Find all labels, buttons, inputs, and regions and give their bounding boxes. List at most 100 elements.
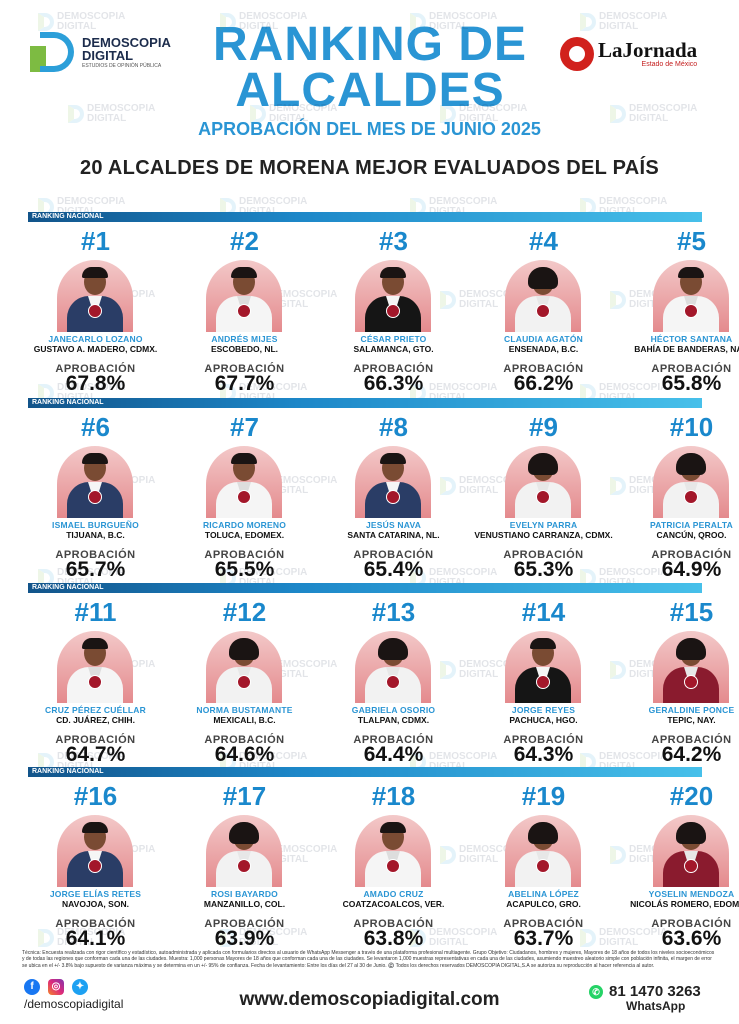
- morena-badge-icon: [536, 490, 550, 504]
- mayor-photo: [505, 260, 581, 332]
- approval-label: APROBACIÓN: [651, 918, 732, 930]
- approval-label: APROBACIÓN: [651, 363, 732, 375]
- social-handle[interactable]: /demoscopiadigital: [24, 997, 124, 1011]
- mayor-photo: [206, 631, 282, 703]
- mayor-card: #3 CÉSAR PRIETO SALAMANCA, GTO. APROBACIÓN 6…: [326, 222, 461, 407]
- ranking-bar: [28, 767, 702, 777]
- facebook-icon[interactable]: f: [24, 979, 40, 995]
- rank-number: #10: [669, 412, 714, 442]
- approval-label: APROBACIÓN: [55, 549, 136, 561]
- page-title: RANKING DE ALCALDES: [180, 18, 560, 117]
- headline: 20 ALCALDES DE MORENA MEJOR EVALUADOS DE…: [79, 157, 660, 179]
- morena-badge-icon: [536, 675, 550, 689]
- ranking-label: RANKING NACIONAL: [32, 584, 104, 591]
- approval-value: 63.7%: [513, 927, 574, 950]
- website-link[interactable]: www.demoscopiadigital.com: [239, 989, 500, 1010]
- morena-badge-icon: [684, 859, 698, 873]
- rank-number: #19: [521, 781, 566, 811]
- approval-value: 65.5%: [214, 558, 275, 581]
- mayor-location: TEPIC, NAY.: [667, 715, 716, 725]
- instagram-icon[interactable]: ◎: [48, 979, 64, 995]
- title-line2: ALCALDES: [235, 64, 505, 117]
- approval-label: APROBACIÓN: [353, 918, 434, 930]
- mayor-location: BAHÍA DE BANDERAS, NAY.: [634, 344, 739, 354]
- mayor-photo: [653, 260, 729, 332]
- title-line1: RANKING DE: [212, 18, 527, 71]
- mayor-photo: [505, 815, 581, 887]
- rank-number: #16: [73, 781, 118, 811]
- mayor-name: ROSI BAYARDO: [211, 889, 278, 899]
- mayor-location: CANCÚN, QROO.: [656, 530, 727, 540]
- rank-number: #3: [379, 226, 408, 256]
- header: DEMOSCOPIA DIGITAL ESTUDIOS DE OPINIÓN P…: [0, 0, 739, 200]
- mayor-photo: [505, 631, 581, 703]
- morena-badge-icon: [684, 490, 698, 504]
- ranking-bar: [28, 583, 702, 593]
- ranking-label: RANKING NACIONAL: [32, 768, 104, 775]
- mayor-name: JORGE ELÍAS RETES: [49, 889, 142, 899]
- rank-number: #13: [371, 597, 416, 627]
- mayor-photo: [653, 631, 729, 703]
- mayor-card: #13 GABRIELA OSORIO TLALPAN, CDMX. APROBACI…: [326, 593, 461, 778]
- approval-label: APROBACIÓN: [651, 549, 732, 561]
- approval-value: 64.7%: [65, 743, 126, 766]
- rank-number: #5: [677, 226, 706, 256]
- mayor-photo: [206, 260, 282, 332]
- mayor-name: CRUZ PÉREZ CUÉLLAR: [45, 705, 146, 715]
- demoscopia-d-icon: [30, 32, 76, 72]
- mayor-name: ANDRÉS MIJES: [211, 334, 278, 344]
- morena-badge-icon: [684, 304, 698, 318]
- mayor-name: ABELINA LÓPEZ: [508, 889, 579, 899]
- mayor-photo: [505, 446, 581, 518]
- mayor-photo: [206, 815, 282, 887]
- whatsapp-phone[interactable]: ✆ 81 1470 3263: [589, 983, 701, 1000]
- morena-badge-icon: [237, 304, 251, 318]
- social-icons: f ◎ ✦: [24, 979, 88, 995]
- mayor-name: ISMAEL BURGUEÑO: [52, 520, 139, 530]
- mayor-photo: [355, 446, 431, 518]
- approval-label: APROBACIÓN: [353, 363, 434, 375]
- morena-badge-icon: [237, 675, 251, 689]
- approval-value: 64.4%: [363, 743, 424, 766]
- ranking-section: RANKING NACIONAL #1 JANECARLO LOZANO GUSTAV…: [28, 212, 739, 407]
- approval-value: 65.7%: [65, 558, 126, 581]
- mayor-location: NAVOJOA, SON.: [62, 899, 129, 909]
- mayor-photo: [653, 446, 729, 518]
- morena-badge-icon: [386, 304, 400, 318]
- mayor-name: PATRICIA PERALTA: [650, 520, 733, 530]
- mayor-card: #18 AMADO CRUZ COATZACOALCOS, VER. APROBACI…: [326, 777, 461, 962]
- technical-note: Técnica: Encuesta realizada con rigor ci…: [22, 950, 715, 969]
- approval-value: 64.1%: [65, 927, 126, 950]
- mayor-photo: [57, 260, 133, 332]
- mayor-photo: [57, 631, 133, 703]
- ranking-label: RANKING NACIONAL: [32, 399, 104, 406]
- mayor-name: CLAUDIA AGATÓN: [504, 334, 583, 344]
- mayor-name: JORGE REYES: [511, 705, 576, 715]
- twitter-icon[interactable]: ✦: [72, 979, 88, 995]
- mayor-photo: [57, 446, 133, 518]
- approval-value: 66.3%: [363, 372, 424, 395]
- approval-value: 63.6%: [661, 927, 722, 950]
- approval-value: 63.9%: [214, 927, 275, 950]
- approval-value: 67.7%: [214, 372, 275, 395]
- phone-number: 81 1470 3263: [609, 983, 701, 1000]
- ranking-label: RANKING NACIONAL: [32, 213, 104, 220]
- mayor-location: NICOLÁS ROMERO, EDOMEX.: [630, 899, 739, 909]
- mayor-photo: [355, 631, 431, 703]
- morena-badge-icon: [536, 859, 550, 873]
- mayor-card: #2 ANDRÉS MIJES ESCOBEDO, NL. APROBACIÓN 67.…: [177, 222, 312, 407]
- rank-number: #1: [81, 226, 110, 256]
- approval-value: 65.8%: [661, 372, 722, 395]
- approval-label: APROBACIÓN: [204, 918, 285, 930]
- ranking-bar: [28, 212, 702, 222]
- morena-badge-icon: [237, 490, 251, 504]
- approval-label: APROBACIÓN: [204, 363, 285, 375]
- mayor-card: #1 JANECARLO LOZANO GUSTAVO A. MADERO, CDM…: [28, 222, 163, 407]
- morena-badge-icon: [237, 859, 251, 873]
- ranking-bar: [28, 398, 702, 408]
- logo-line2: DIGITAL: [82, 47, 134, 63]
- rank-number: #15: [669, 597, 714, 627]
- mayor-name: HÉCTOR SANTANA: [650, 334, 733, 344]
- mayor-card: #15 GERALDINE PONCE TEPIC, NAY. APROBACIÓN 6…: [624, 593, 739, 778]
- morena-badge-icon: [88, 490, 102, 504]
